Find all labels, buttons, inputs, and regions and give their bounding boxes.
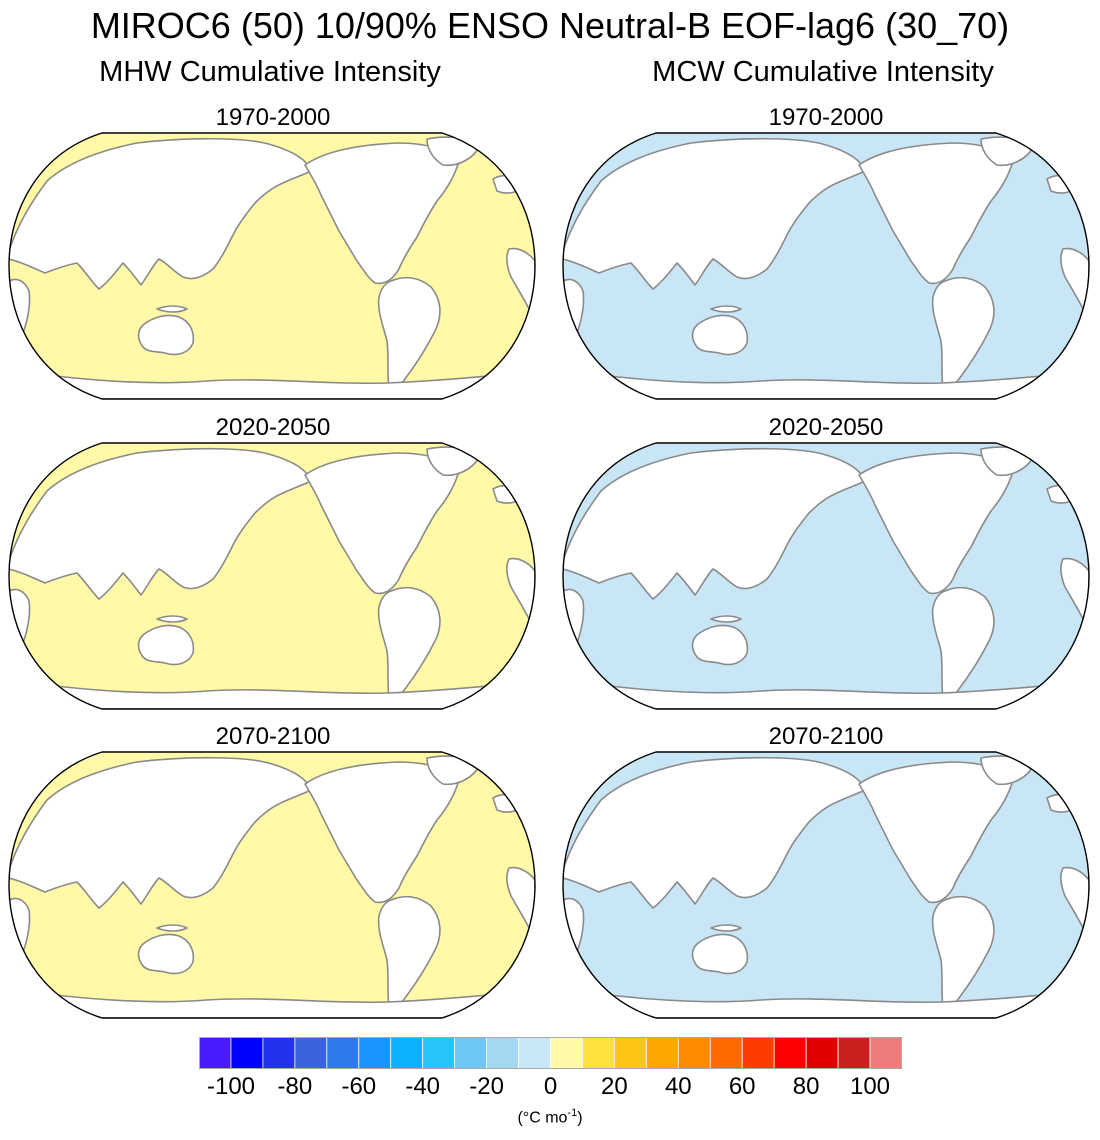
colorbar-swatch: [358, 1037, 392, 1069]
colorbar: [199, 1037, 902, 1069]
coastline-landmass: [492, 793, 526, 813]
colorbar-swatch: [805, 1037, 839, 1069]
colorbar-swatch: [550, 1037, 583, 1069]
coastline-landmass: [1060, 557, 1089, 632]
map-border: [562, 132, 1090, 400]
coastline-landmass: [563, 447, 866, 600]
panel-title-mcw-2: 2020-2050: [768, 414, 884, 441]
coastline-landmass: [691, 933, 749, 975]
colorbar-swatch: [262, 1037, 296, 1069]
coastline-landmass: [137, 933, 195, 975]
map-mcw-1970-2000: [561, 131, 1091, 401]
colorbar-tick-label: -40: [405, 1073, 441, 1100]
coastline-landmass: [710, 615, 742, 623]
colorbar-swatch: [773, 1037, 807, 1069]
coastline-landmass: [1046, 793, 1080, 813]
panel-title-mhw-3: 2070-2100: [215, 723, 331, 750]
coastline-landmass: [137, 314, 195, 356]
colorbar-swatch: [837, 1037, 871, 1069]
coastline-landmass: [1060, 866, 1089, 941]
colorbar-swatch: [709, 1037, 743, 1069]
colorbar-swatch: [199, 1037, 232, 1069]
coastline-landmass: [1046, 174, 1080, 194]
colorbar-units: (°C mo-1): [517, 1107, 583, 1127]
map-mcw-2070-2100: [561, 750, 1091, 1020]
coastline-landmass: [506, 557, 535, 632]
coastline-landmass: [710, 305, 742, 313]
column-title-mhw: MHW Cumulative Intensity: [99, 56, 441, 88]
colorbar-tick-label: -80: [277, 1073, 313, 1100]
coastline-landmass: [156, 305, 188, 313]
colorbar-tick-label: 0: [543, 1073, 558, 1100]
coastline-landmass: [156, 924, 188, 932]
map-mhw-1970-2000: [7, 131, 537, 401]
colorbar-swatch: [326, 1037, 360, 1069]
map-mhw-2020-2050: [7, 441, 537, 711]
colorbar-swatch: [614, 1037, 647, 1069]
panel-title-mhw-1: 1970-2000: [215, 104, 331, 131]
coastline-landmass: [156, 615, 188, 623]
panel-title-mcw-3: 2070-2100: [768, 723, 884, 750]
colorbar-tick-label: 60: [728, 1073, 756, 1100]
map-border: [562, 751, 1090, 1019]
panel-title-mcw-1: 1970-2000: [768, 104, 884, 131]
colorbar-tick-label: 100: [849, 1073, 891, 1100]
coastline-landmass: [137, 624, 195, 666]
colorbar-tick-label: 20: [601, 1073, 628, 1100]
colorbar-swatch: [230, 1037, 264, 1069]
map-mhw-2070-2100: [7, 750, 537, 1020]
colorbar-swatch: [422, 1037, 456, 1069]
colorbar-swatch: [582, 1037, 615, 1069]
coastline-landmass: [691, 314, 749, 356]
panel-title-mhw-2: 2020-2050: [215, 414, 331, 441]
coastline-landmass: [46, 684, 500, 709]
colorbar-frame: [199, 1037, 902, 1069]
map-border: [562, 442, 1090, 710]
coastline-landmass: [46, 374, 500, 399]
coastline-landmass: [492, 484, 526, 504]
colorbar-tick-label: -60: [341, 1073, 377, 1100]
coastline-landmass: [46, 993, 500, 1018]
colorbar-swatch: [518, 1037, 551, 1069]
colorbar-tick-label: 80: [792, 1073, 820, 1100]
coastline-landmass: [506, 247, 535, 322]
coastline-landmass: [563, 756, 866, 909]
coastline-landmass: [1046, 484, 1080, 504]
coastline-landmass: [710, 924, 742, 932]
colorbar-swatch: [454, 1037, 487, 1069]
colorbar-tick-label: -20: [469, 1073, 504, 1100]
coastline-landmass: [9, 447, 312, 600]
map-border: [8, 132, 536, 400]
colorbar-swatch: [869, 1037, 902, 1069]
coastline-landmass: [600, 684, 1054, 709]
colorbar-tick-label: -100: [206, 1073, 256, 1100]
colorbar-swatch: [390, 1037, 424, 1069]
coastline-landmass: [492, 174, 526, 194]
map-border: [8, 442, 536, 710]
colorbar-tick-label: 40: [664, 1073, 692, 1100]
coastline-landmass: [600, 993, 1054, 1018]
figure-title: MIROC6 (50) 10/90% ENSO Neutral-B EOF-la…: [90, 5, 1010, 46]
map-border: [8, 751, 536, 1019]
map-mcw-2020-2050: [561, 441, 1091, 711]
coastline-landmass: [1060, 247, 1089, 322]
colorbar-swatch: [645, 1037, 679, 1069]
coastline-landmass: [9, 756, 312, 909]
coastline-landmass: [563, 137, 866, 290]
coastline-landmass: [9, 137, 312, 290]
coastline-landmass: [691, 624, 749, 666]
colorbar-swatch: [677, 1037, 711, 1069]
colorbar-swatch: [741, 1037, 775, 1069]
colorbar-swatch: [294, 1037, 328, 1069]
colorbar-swatch: [486, 1037, 519, 1069]
column-title-mcw: MCW Cumulative Intensity: [652, 56, 994, 88]
coastline-landmass: [600, 374, 1054, 399]
coastline-landmass: [506, 866, 535, 941]
